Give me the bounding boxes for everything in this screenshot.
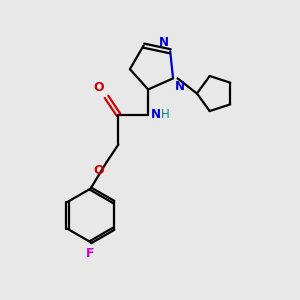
- Text: F: F: [86, 248, 95, 260]
- Text: N: N: [159, 36, 169, 49]
- Text: N: N: [175, 80, 184, 93]
- Text: H: H: [160, 108, 169, 121]
- Text: O: O: [94, 164, 104, 177]
- Text: N: N: [151, 108, 160, 121]
- Text: O: O: [93, 81, 104, 94]
